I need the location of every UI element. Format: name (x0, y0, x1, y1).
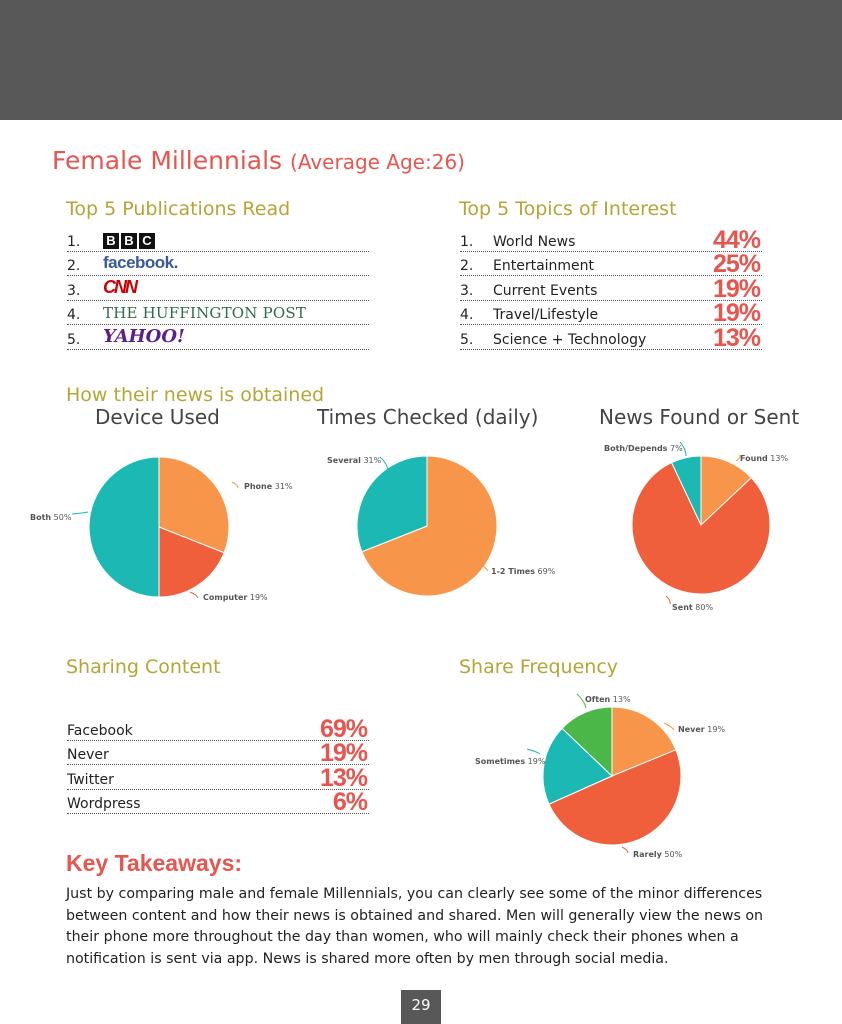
leader-line (735, 454, 741, 462)
huffington-post-logo: THE HUFFINGTON POST (103, 304, 307, 322)
page-subtitle: (Average Age:26) (290, 150, 465, 174)
list-item: 4. THE HUFFINGTON POST (67, 301, 369, 325)
percent-value: 6% (332, 788, 368, 816)
topics-list: 1. World News 44% 2. Entertainment 25% 3. Cur… (460, 225, 762, 352)
leader-line (679, 441, 687, 457)
yahoo-logo: YAHOO! (103, 325, 185, 347)
pie-label: Phone 31% (244, 482, 293, 491)
percent-value: 25% (712, 250, 761, 278)
pie-slice-never (611, 706, 677, 777)
leader-line (621, 846, 629, 854)
pie-slice-computer (158, 526, 225, 598)
pie-label: Never 19% (678, 725, 725, 734)
pie-slice-often (561, 706, 613, 778)
percent-value: 13% (712, 323, 761, 352)
page-number: 29 (401, 990, 441, 1024)
sharing-heading: Sharing Content (66, 656, 221, 678)
leader-line (71, 511, 89, 515)
list-item: Never 19% (67, 739, 369, 767)
percent-value: 69% (319, 714, 368, 743)
pie-label: Sometimes 19% (475, 757, 546, 766)
pie-label: Both/Depends 7% (604, 444, 683, 453)
pie-slice-several (356, 455, 428, 553)
pie-slice-both-depends (670, 455, 702, 526)
pie-slice-both (88, 456, 160, 598)
list-item: 3. CNN (67, 276, 369, 301)
leader-line (379, 456, 389, 471)
key-takeaways-heading: Key Takeaways: (66, 850, 243, 876)
pie-label: Sent 80% (672, 603, 713, 612)
page-title: Female Millennials (Average Age:26) (52, 146, 465, 175)
key-takeaways-text: Just by comparing male and female Millen… (66, 886, 764, 967)
chart-title-device: Device Used (95, 405, 220, 429)
news-obtained-heading: How their news is obtained (66, 384, 325, 406)
list-item: Facebook 69% (67, 714, 369, 743)
pie-slice-sent (631, 461, 771, 595)
cnn-logo: CNN (103, 276, 138, 297)
percent-value: 19% (712, 299, 761, 327)
percent-value: 13% (319, 763, 368, 792)
publications-heading: Top 5 Publications Read (66, 198, 291, 220)
pie-slice-sometimes (542, 727, 613, 805)
sharing-list: Facebook 69% Never 19% Twitter 13% Wordpres… (67, 714, 369, 816)
pie-slice-rarely (548, 749, 682, 846)
list-item: 1. World News 44% (460, 225, 762, 254)
pie-label: Both 50% (30, 513, 72, 522)
pie-slice-found (700, 455, 753, 527)
facebook-logo: facebook. (103, 253, 178, 272)
list-item: 4. Travel/Lifestyle 19% (460, 299, 762, 327)
list-item: 3. Current Events 19% (460, 274, 762, 303)
chart-title-news-found: News Found or Sent (599, 405, 800, 429)
chart-title-times: Times Checked (daily) (317, 405, 539, 429)
pie-label: Found 13% (740, 454, 788, 463)
percent-value: 19% (319, 739, 368, 767)
pie-slice-1-2-times (361, 455, 498, 597)
topics-heading: Top 5 Topics of Interest (459, 198, 677, 220)
list-item: Wordpress 6% (67, 788, 369, 816)
leader-line (189, 591, 199, 599)
percent-value: 19% (712, 274, 761, 303)
list-item: Twitter 13% (67, 763, 369, 792)
leader-line (576, 693, 587, 709)
list-item: 2. Entertainment 25% (460, 250, 762, 278)
header-band (0, 0, 842, 120)
pie-label: Computer 19% (203, 593, 268, 602)
pie-label: Several 31% (327, 456, 382, 465)
pie-label: Often 13% (585, 695, 631, 704)
pie-slice-phone (158, 456, 230, 554)
pie-label: 1-2 Times 69% (491, 567, 556, 576)
leader-line (477, 562, 489, 572)
pie-label: Rarely 50% (633, 850, 683, 859)
leader-line (665, 595, 671, 605)
list-item: 2. facebook. (67, 252, 369, 276)
list-item: 5. Science + Technology 13% (460, 323, 762, 352)
share-frequency-heading: Share Frequency (459, 656, 619, 678)
leader-line (663, 722, 675, 731)
list-item: 5. YAHOO! (67, 325, 369, 350)
percent-value: 44% (712, 225, 761, 254)
leader-line (526, 748, 541, 755)
leader-line (231, 481, 239, 489)
